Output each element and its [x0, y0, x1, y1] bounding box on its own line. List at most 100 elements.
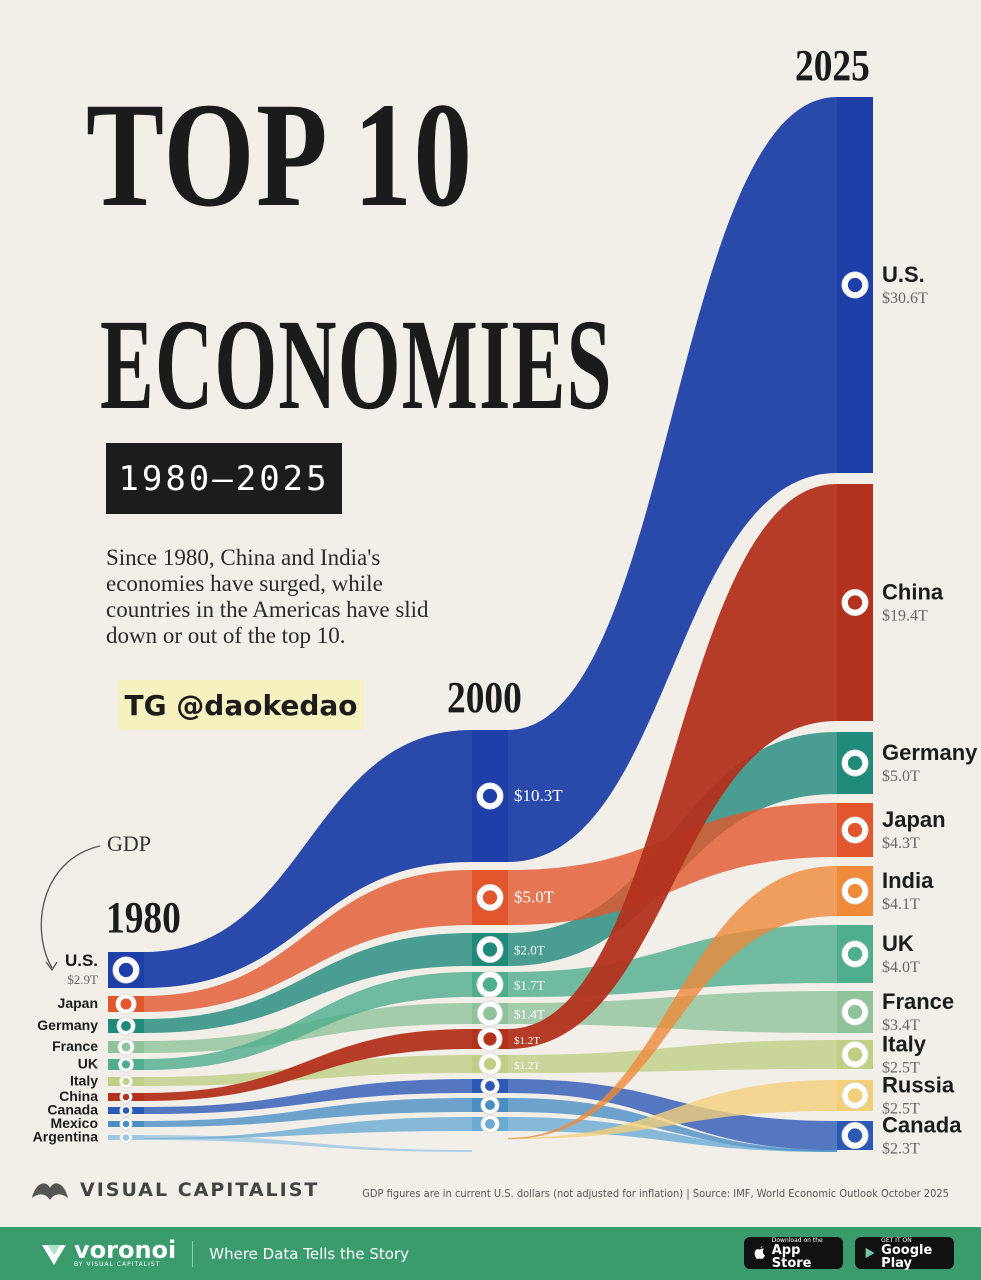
value-2025-japan: $4.3T: [882, 835, 920, 852]
flag-mark-china: [122, 1093, 130, 1101]
flow-us-1980-2000: [144, 730, 472, 988]
voronoi-sub: BY VISUAL CAPITALIST: [74, 1261, 161, 1268]
label-1980-us: U.S.: [65, 951, 98, 970]
label-layer: U.S.$2.9TJapanGermanyFranceUKItalyChinaC…: [33, 262, 978, 1158]
label-1980-france: France: [52, 1038, 98, 1054]
label-1980-uk: UK: [78, 1056, 98, 1072]
value-2025-germany: $5.0T: [882, 768, 920, 785]
label-2025-germany: Germany: [882, 740, 978, 765]
flow-japan-1980-2000: [144, 870, 472, 1012]
value-1980-us: $2.9T: [67, 972, 98, 987]
value-2000-germany: $2.0T: [514, 943, 545, 958]
gdp-arrow-head: [45, 961, 58, 972]
gdp-arrow: [40, 845, 101, 969]
description: Since 1980, China and India's economies …: [106, 545, 429, 648]
google-play-button[interactable]: GET IT ON Google Play: [855, 1236, 954, 1271]
label-1980-canada: Canada: [47, 1102, 98, 1118]
flag-mark-japan: [120, 998, 132, 1010]
value-2025-india: $4.1T: [882, 896, 920, 913]
value-2000-france: $1.4T: [514, 1007, 545, 1022]
flag-mark-russia: [847, 1088, 863, 1103]
flag-mark-canada: [847, 1128, 863, 1143]
app-store-small: Download on the: [771, 1236, 823, 1244]
value-2025-russia: $2.5T: [882, 1101, 920, 1118]
label-1980-italy: Italy: [70, 1073, 98, 1089]
flag-mark-uk: [847, 946, 863, 962]
label-1980-mexico: Mexico: [51, 1115, 98, 1131]
voronoi-v-icon: [42, 1244, 66, 1265]
label-2025-us: U.S.: [882, 262, 925, 287]
value-2025-uk: $4.0T: [882, 959, 920, 976]
year-range-badge: 1980–2025: [106, 443, 342, 514]
title-line-1: TOP 10: [86, 72, 474, 238]
value-2000-japan: $5.0T: [514, 888, 555, 907]
title-line-2: ECONOMIES: [100, 293, 613, 437]
flag-mark-uk: [482, 977, 498, 992]
flow-china-2000-2025: [508, 484, 837, 1049]
value-2025-canada: $2.3T: [882, 1141, 920, 1158]
year-1980-label: 1980: [106, 893, 181, 942]
flag-mark-japan: [847, 822, 863, 838]
label-1980-germany: Germany: [37, 1017, 98, 1033]
flag-mark-us: [482, 788, 498, 804]
footnote: GDP figures are in current U.S. dollars …: [362, 1187, 949, 1200]
label-1980-japan: Japan: [58, 995, 98, 1011]
flag-mark-mexico: [122, 1120, 130, 1128]
flow-india-2000-2025: [508, 866, 837, 1139]
flow-brazil-2000-2025: [508, 1117, 837, 1152]
flow-russia-2000-2025: [508, 1080, 837, 1139]
flag-mark-italy: [847, 1047, 863, 1062]
voronoi-name: voronoi: [74, 1236, 177, 1264]
app-store-label: App Store: [771, 1242, 812, 1271]
flow-mexico-1980-2000: [144, 1098, 472, 1127]
app-store-button[interactable]: Download on the App Store: [744, 1236, 843, 1271]
flag-mark-us: [847, 277, 863, 293]
flag-mark-japan: [482, 890, 498, 905]
flag-mark-india: [847, 883, 863, 899]
flag-mark-canada: [485, 1081, 495, 1091]
voronoi-logo[interactable]: voronoi BY VISUAL CAPITALIST: [40, 1236, 177, 1268]
vc-logo-icon: [32, 1183, 68, 1200]
play-icon: [865, 1247, 875, 1259]
label-2025-india: India: [882, 868, 934, 893]
flag-mark-germany: [847, 755, 863, 771]
visual-capitalist-brand: VISUAL CAPITALIST: [30, 1178, 319, 1202]
flow-uk-1980-2000: [144, 972, 472, 1070]
flag-mark-us: [118, 962, 134, 978]
flow-canada-1980-2000: [144, 1079, 472, 1114]
flag-mark-china: [847, 595, 863, 610]
value-2025-us: $30.6T: [882, 290, 928, 307]
flag-mark-germany: [121, 1021, 131, 1031]
divider: [192, 1240, 194, 1267]
google-play-label: Google Play: [881, 1242, 933, 1271]
flag-mark-uk: [121, 1060, 131, 1069]
flow-germany-1980-2000: [144, 933, 472, 1033]
flag-mark-germany: [482, 942, 498, 957]
value-2000-china: $1.2T: [514, 1035, 540, 1047]
label-1980-china: China: [59, 1088, 98, 1104]
value-2025-france: $3.4T: [882, 1017, 920, 1034]
label-2025-russia: Russia: [882, 1073, 955, 1098]
google-play-small: GET IT ON: [881, 1236, 912, 1244]
flow-argentina-1980-2000: [144, 1135, 472, 1152]
label-2025-china: China: [882, 580, 944, 605]
label-2025-italy: Italy: [882, 1032, 927, 1057]
tagline: Where Data Tells the Story: [209, 1244, 410, 1263]
label-2025-japan: Japan: [882, 807, 946, 832]
watermark-badge: TG @daokedao: [118, 680, 364, 730]
label-2025-france: France: [882, 989, 954, 1014]
gdp-label: GDP: [107, 831, 152, 856]
flag-mark-italy: [483, 1057, 497, 1071]
flow-italy-2000-2025: [508, 1040, 837, 1073]
flag-mark-italy: [122, 1077, 130, 1086]
flag-mark-france: [847, 1004, 863, 1020]
label-1980-argentina: Argentina: [33, 1129, 99, 1145]
value-2000-italy: $1.2T: [514, 1060, 540, 1072]
flag-mark-china: [483, 1032, 497, 1046]
bottom-bar: voronoi BY VISUAL CAPITALIST Where Data …: [0, 1227, 981, 1280]
year-2000-label: 2000: [447, 673, 522, 722]
value-2000-us: $10.3T: [514, 786, 563, 805]
apple-icon: [754, 1246, 765, 1260]
year-2025-label: 2025: [795, 41, 870, 90]
